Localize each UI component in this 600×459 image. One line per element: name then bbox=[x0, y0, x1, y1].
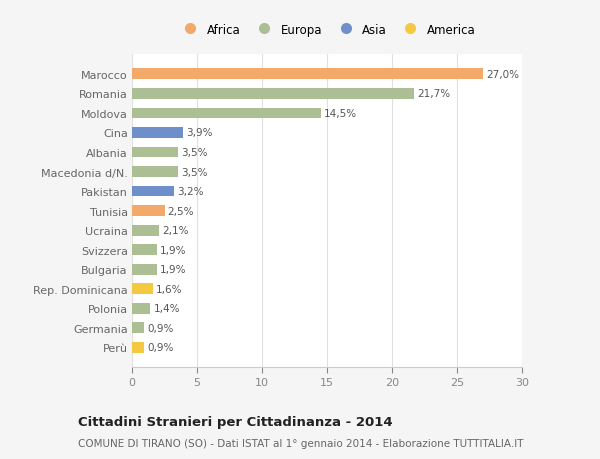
Text: 3,5%: 3,5% bbox=[181, 148, 207, 157]
Text: 3,2%: 3,2% bbox=[177, 187, 203, 196]
Legend: Africa, Europa, Asia, America: Africa, Europa, Asia, America bbox=[178, 23, 476, 36]
Bar bbox=[132, 186, 173, 197]
Bar bbox=[132, 167, 178, 178]
Bar bbox=[132, 89, 414, 100]
Bar bbox=[132, 69, 483, 80]
Bar bbox=[132, 245, 157, 256]
Bar bbox=[132, 303, 150, 314]
Bar bbox=[132, 342, 144, 353]
Text: 3,5%: 3,5% bbox=[181, 167, 207, 177]
Text: 1,6%: 1,6% bbox=[156, 284, 182, 294]
Text: 3,9%: 3,9% bbox=[186, 128, 212, 138]
Bar bbox=[132, 206, 164, 217]
Text: 2,1%: 2,1% bbox=[163, 226, 189, 235]
Text: COMUNE DI TIRANO (SO) - Dati ISTAT al 1° gennaio 2014 - Elaborazione TUTTITALIA.: COMUNE DI TIRANO (SO) - Dati ISTAT al 1°… bbox=[78, 438, 523, 448]
Text: 0,9%: 0,9% bbox=[147, 343, 173, 353]
Text: 14,5%: 14,5% bbox=[324, 109, 357, 118]
Bar bbox=[132, 284, 153, 295]
Bar bbox=[132, 147, 178, 158]
Text: 2,5%: 2,5% bbox=[168, 206, 194, 216]
Bar bbox=[132, 108, 320, 119]
Bar bbox=[132, 128, 182, 139]
Text: 27,0%: 27,0% bbox=[486, 70, 519, 79]
Text: 1,9%: 1,9% bbox=[160, 265, 187, 274]
Text: 21,7%: 21,7% bbox=[418, 89, 451, 99]
Text: 1,9%: 1,9% bbox=[160, 245, 187, 255]
Bar bbox=[132, 225, 160, 236]
Bar bbox=[132, 323, 144, 334]
Bar bbox=[132, 264, 157, 275]
Text: Cittadini Stranieri per Cittadinanza - 2014: Cittadini Stranieri per Cittadinanza - 2… bbox=[78, 415, 392, 428]
Text: 1,4%: 1,4% bbox=[154, 304, 180, 313]
Text: 0,9%: 0,9% bbox=[147, 323, 173, 333]
